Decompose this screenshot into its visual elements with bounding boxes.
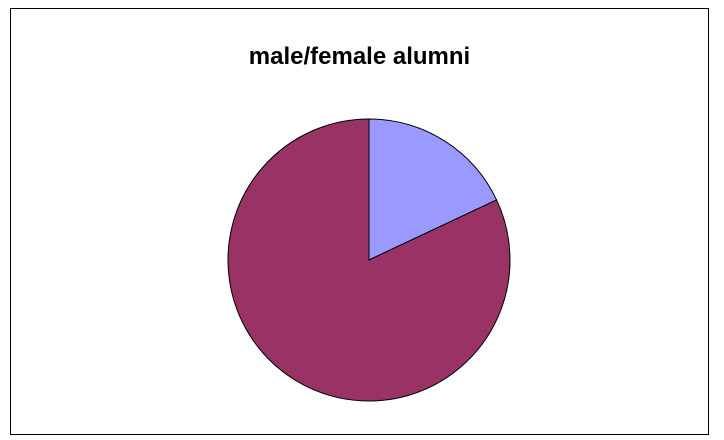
chart-area: male/female alumni — [10, 8, 709, 435]
pie-chart — [227, 118, 511, 402]
pie-slice-2 — [227, 118, 511, 402]
chart-title: male/female alumni — [248, 43, 471, 70]
pie-slice-1 — [368, 118, 498, 261]
